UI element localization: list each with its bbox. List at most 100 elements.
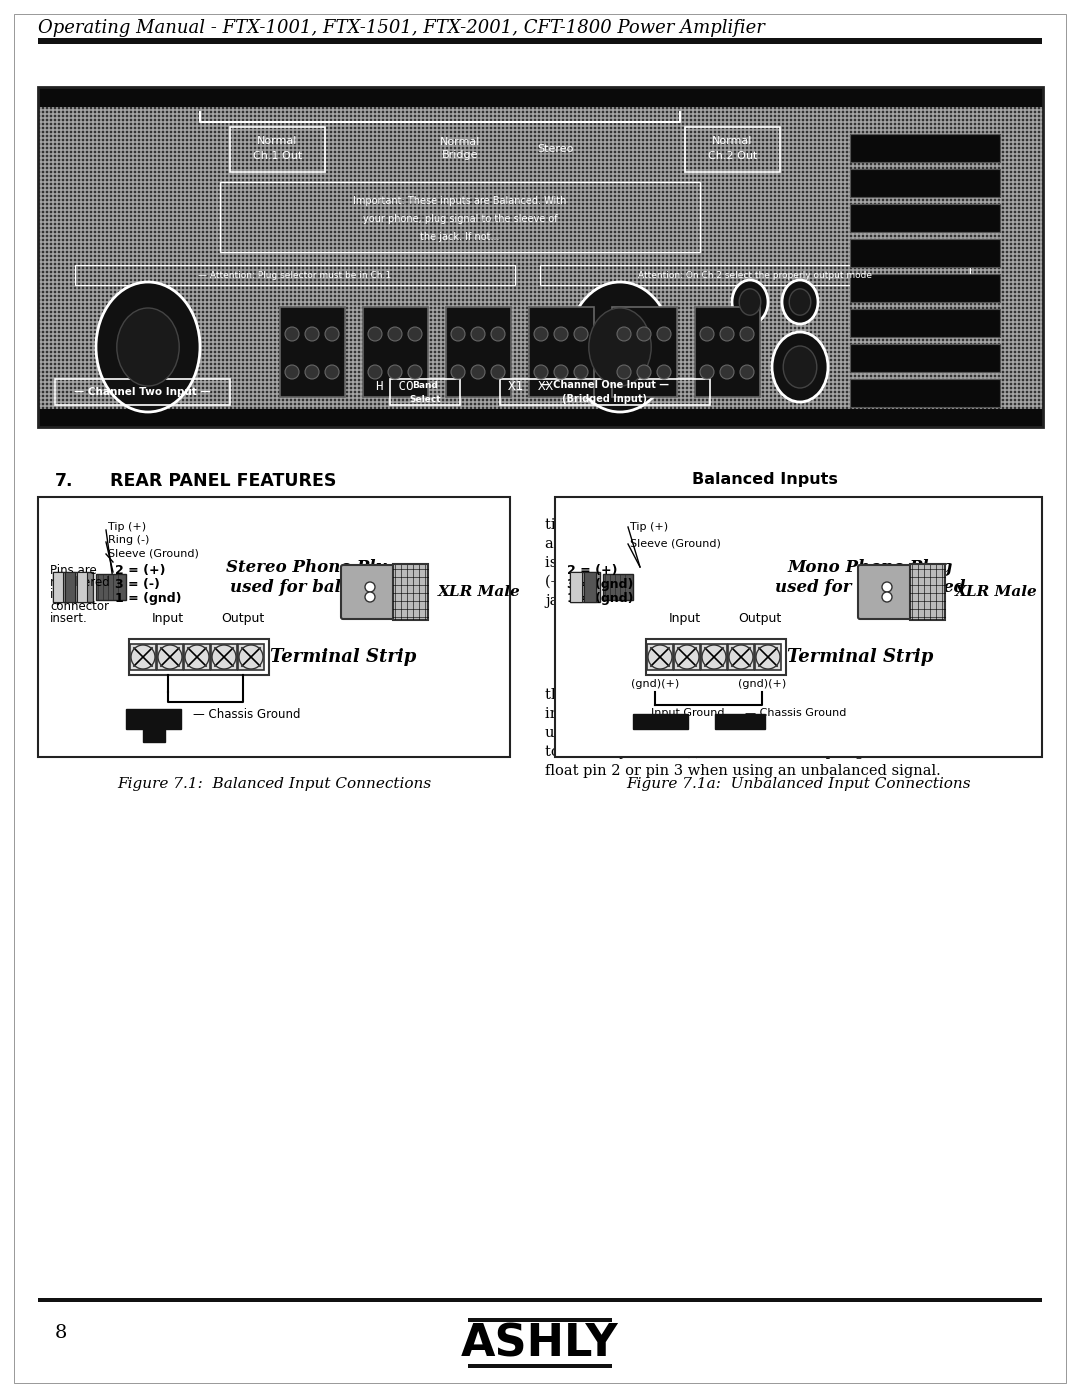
Text: Unbalanced Inputs: Unbalanced Inputs	[680, 641, 850, 657]
Circle shape	[408, 327, 422, 341]
Text: tions be used whenever possible to reduce ground-loop: tions be used whenever possible to reduc…	[545, 518, 957, 532]
Circle shape	[700, 365, 714, 379]
Circle shape	[368, 327, 382, 341]
Text: the (-) connection (XLR pin 3) should be connected to: the (-) connection (XLR pin 3) should be…	[545, 687, 943, 703]
Bar	[143, 726, 165, 742]
Text: (gnd)(+): (gnd)(+)	[738, 679, 786, 689]
Text: X1  XX: X1 XX	[508, 380, 553, 394]
Bar	[685, 127, 780, 172]
Bar	[603, 574, 633, 599]
FancyBboxPatch shape	[341, 564, 400, 619]
Text: ASHLY: ASHLY	[461, 1323, 619, 1365]
Bar	[77, 571, 87, 602]
Circle shape	[365, 592, 375, 602]
Text: Normal: Normal	[713, 136, 753, 145]
Bar	[38, 87, 1043, 108]
Text: used for unbalanced: used for unbalanced	[774, 578, 966, 595]
Ellipse shape	[589, 307, 651, 386]
Bar	[755, 644, 781, 671]
Circle shape	[573, 365, 588, 379]
Bar	[130, 644, 156, 671]
Ellipse shape	[732, 279, 768, 324]
Text: XLR Male: XLR Male	[438, 585, 521, 599]
Text: tomatically tie the (-) connection to input ground.  Never: tomatically tie the (-) connection to in…	[545, 745, 968, 760]
Circle shape	[451, 365, 465, 379]
Text: (-) signal is on pin 3 of the XLR, and the ring of the phone: (-) signal is on pin 3 of the XLR, and t…	[545, 576, 974, 590]
Bar	[570, 571, 582, 602]
Text: Ch.1 Out: Ch.1 Out	[253, 151, 302, 161]
Text: (gnd)(+): (gnd)(+)	[631, 679, 679, 689]
Bar	[696, 307, 760, 397]
Bar	[633, 714, 688, 729]
Text: Ring (-): Ring (-)	[108, 535, 149, 545]
Bar	[220, 182, 700, 251]
Text: Bridge: Bridge	[442, 149, 478, 161]
Text: It is recommended that balanced input connec-: It is recommended that balanced input co…	[545, 499, 933, 513]
Bar	[850, 204, 1000, 232]
Circle shape	[285, 365, 299, 379]
Bar	[65, 571, 75, 602]
Text: Normal: Normal	[440, 137, 481, 147]
Bar	[38, 1298, 1042, 1302]
Bar	[728, 644, 754, 671]
Text: Attention: On Ch.2 select the properly output mode: Attention: On Ch.2 select the properly o…	[638, 271, 872, 279]
Ellipse shape	[117, 307, 179, 386]
Circle shape	[882, 583, 892, 592]
Text: 8: 8	[55, 1324, 67, 1343]
Text: used for balanced: used for balanced	[230, 578, 396, 595]
Bar	[850, 134, 1000, 162]
Bar	[363, 307, 428, 397]
Text: pin 2 hot, meaning that a positive voltage applied to pin: pin 2 hot, meaning that a positive volta…	[55, 659, 471, 673]
Bar	[53, 571, 93, 602]
Text: — Chassis Ground: — Chassis Ground	[745, 708, 847, 718]
Ellipse shape	[772, 332, 828, 402]
Text: Output: Output	[221, 612, 265, 624]
Text: 1 = (gnd): 1 = (gnd)	[567, 592, 634, 605]
Ellipse shape	[96, 282, 200, 412]
Text: (Bridged Input): (Bridged Input)	[563, 394, 648, 404]
Text: — Channel Two Input —: — Channel Two Input —	[75, 387, 211, 397]
Text: your phone, plug signal to the sleeve of: your phone, plug signal to the sleeve of	[363, 214, 557, 224]
Text: Input: Input	[669, 612, 701, 624]
Bar	[850, 274, 1000, 302]
Text: — Attention: Plug selector must be in Ch.1: — Attention: Plug selector must be in Ch…	[199, 271, 392, 279]
Bar	[910, 564, 945, 620]
Text: Figure 7.1:  Balanced Input Connections: Figure 7.1: Balanced Input Connections	[117, 777, 431, 791]
Text: in the: in the	[50, 588, 84, 601]
Circle shape	[534, 327, 548, 341]
Bar	[647, 644, 673, 671]
Bar	[850, 379, 1000, 407]
Ellipse shape	[568, 282, 672, 412]
Circle shape	[285, 327, 299, 341]
Circle shape	[637, 365, 651, 379]
Bar	[126, 710, 181, 729]
Circle shape	[637, 327, 651, 341]
Circle shape	[305, 365, 319, 379]
Text: If an unbalanced input connection is used, then: If an unbalanced input connection is use…	[545, 669, 936, 683]
Bar	[157, 644, 183, 671]
Text: Output: Output	[739, 612, 782, 624]
Text: 3 = (-): 3 = (-)	[114, 578, 160, 591]
Circle shape	[882, 592, 892, 602]
Bar	[38, 497, 510, 757]
Text: Normal: Normal	[257, 136, 298, 145]
Text: terminal inputs.  The three types of connectors are inter-: terminal inputs. The three types of conn…	[55, 604, 480, 617]
Bar	[646, 638, 786, 675]
Circle shape	[408, 365, 422, 379]
Circle shape	[388, 365, 402, 379]
Bar	[446, 307, 511, 397]
Text: jack.: jack.	[545, 594, 580, 608]
Bar	[570, 571, 600, 602]
Bar	[850, 309, 1000, 337]
Text: unbalanced, the use of a mono (tip-sleeve) plug will au-: unbalanced, the use of a mono (tip-sleev…	[545, 726, 956, 740]
Text: input ground ( XLR pin 1).  If the 1/4" input jack is used: input ground ( XLR pin 1). If the 1/4" i…	[545, 707, 959, 721]
Text: nally wired in parallel and may be used with balanced or: nally wired in parallel and may be used …	[55, 622, 476, 636]
Text: 7.1: 7.1	[55, 514, 84, 532]
Text: Tip (+): Tip (+)	[630, 522, 669, 532]
FancyBboxPatch shape	[858, 564, 917, 619]
Circle shape	[740, 327, 754, 341]
Bar	[38, 409, 1043, 427]
Circle shape	[657, 365, 671, 379]
Text: Stereo Phone Plug: Stereo Phone Plug	[227, 559, 400, 576]
Ellipse shape	[782, 279, 818, 324]
